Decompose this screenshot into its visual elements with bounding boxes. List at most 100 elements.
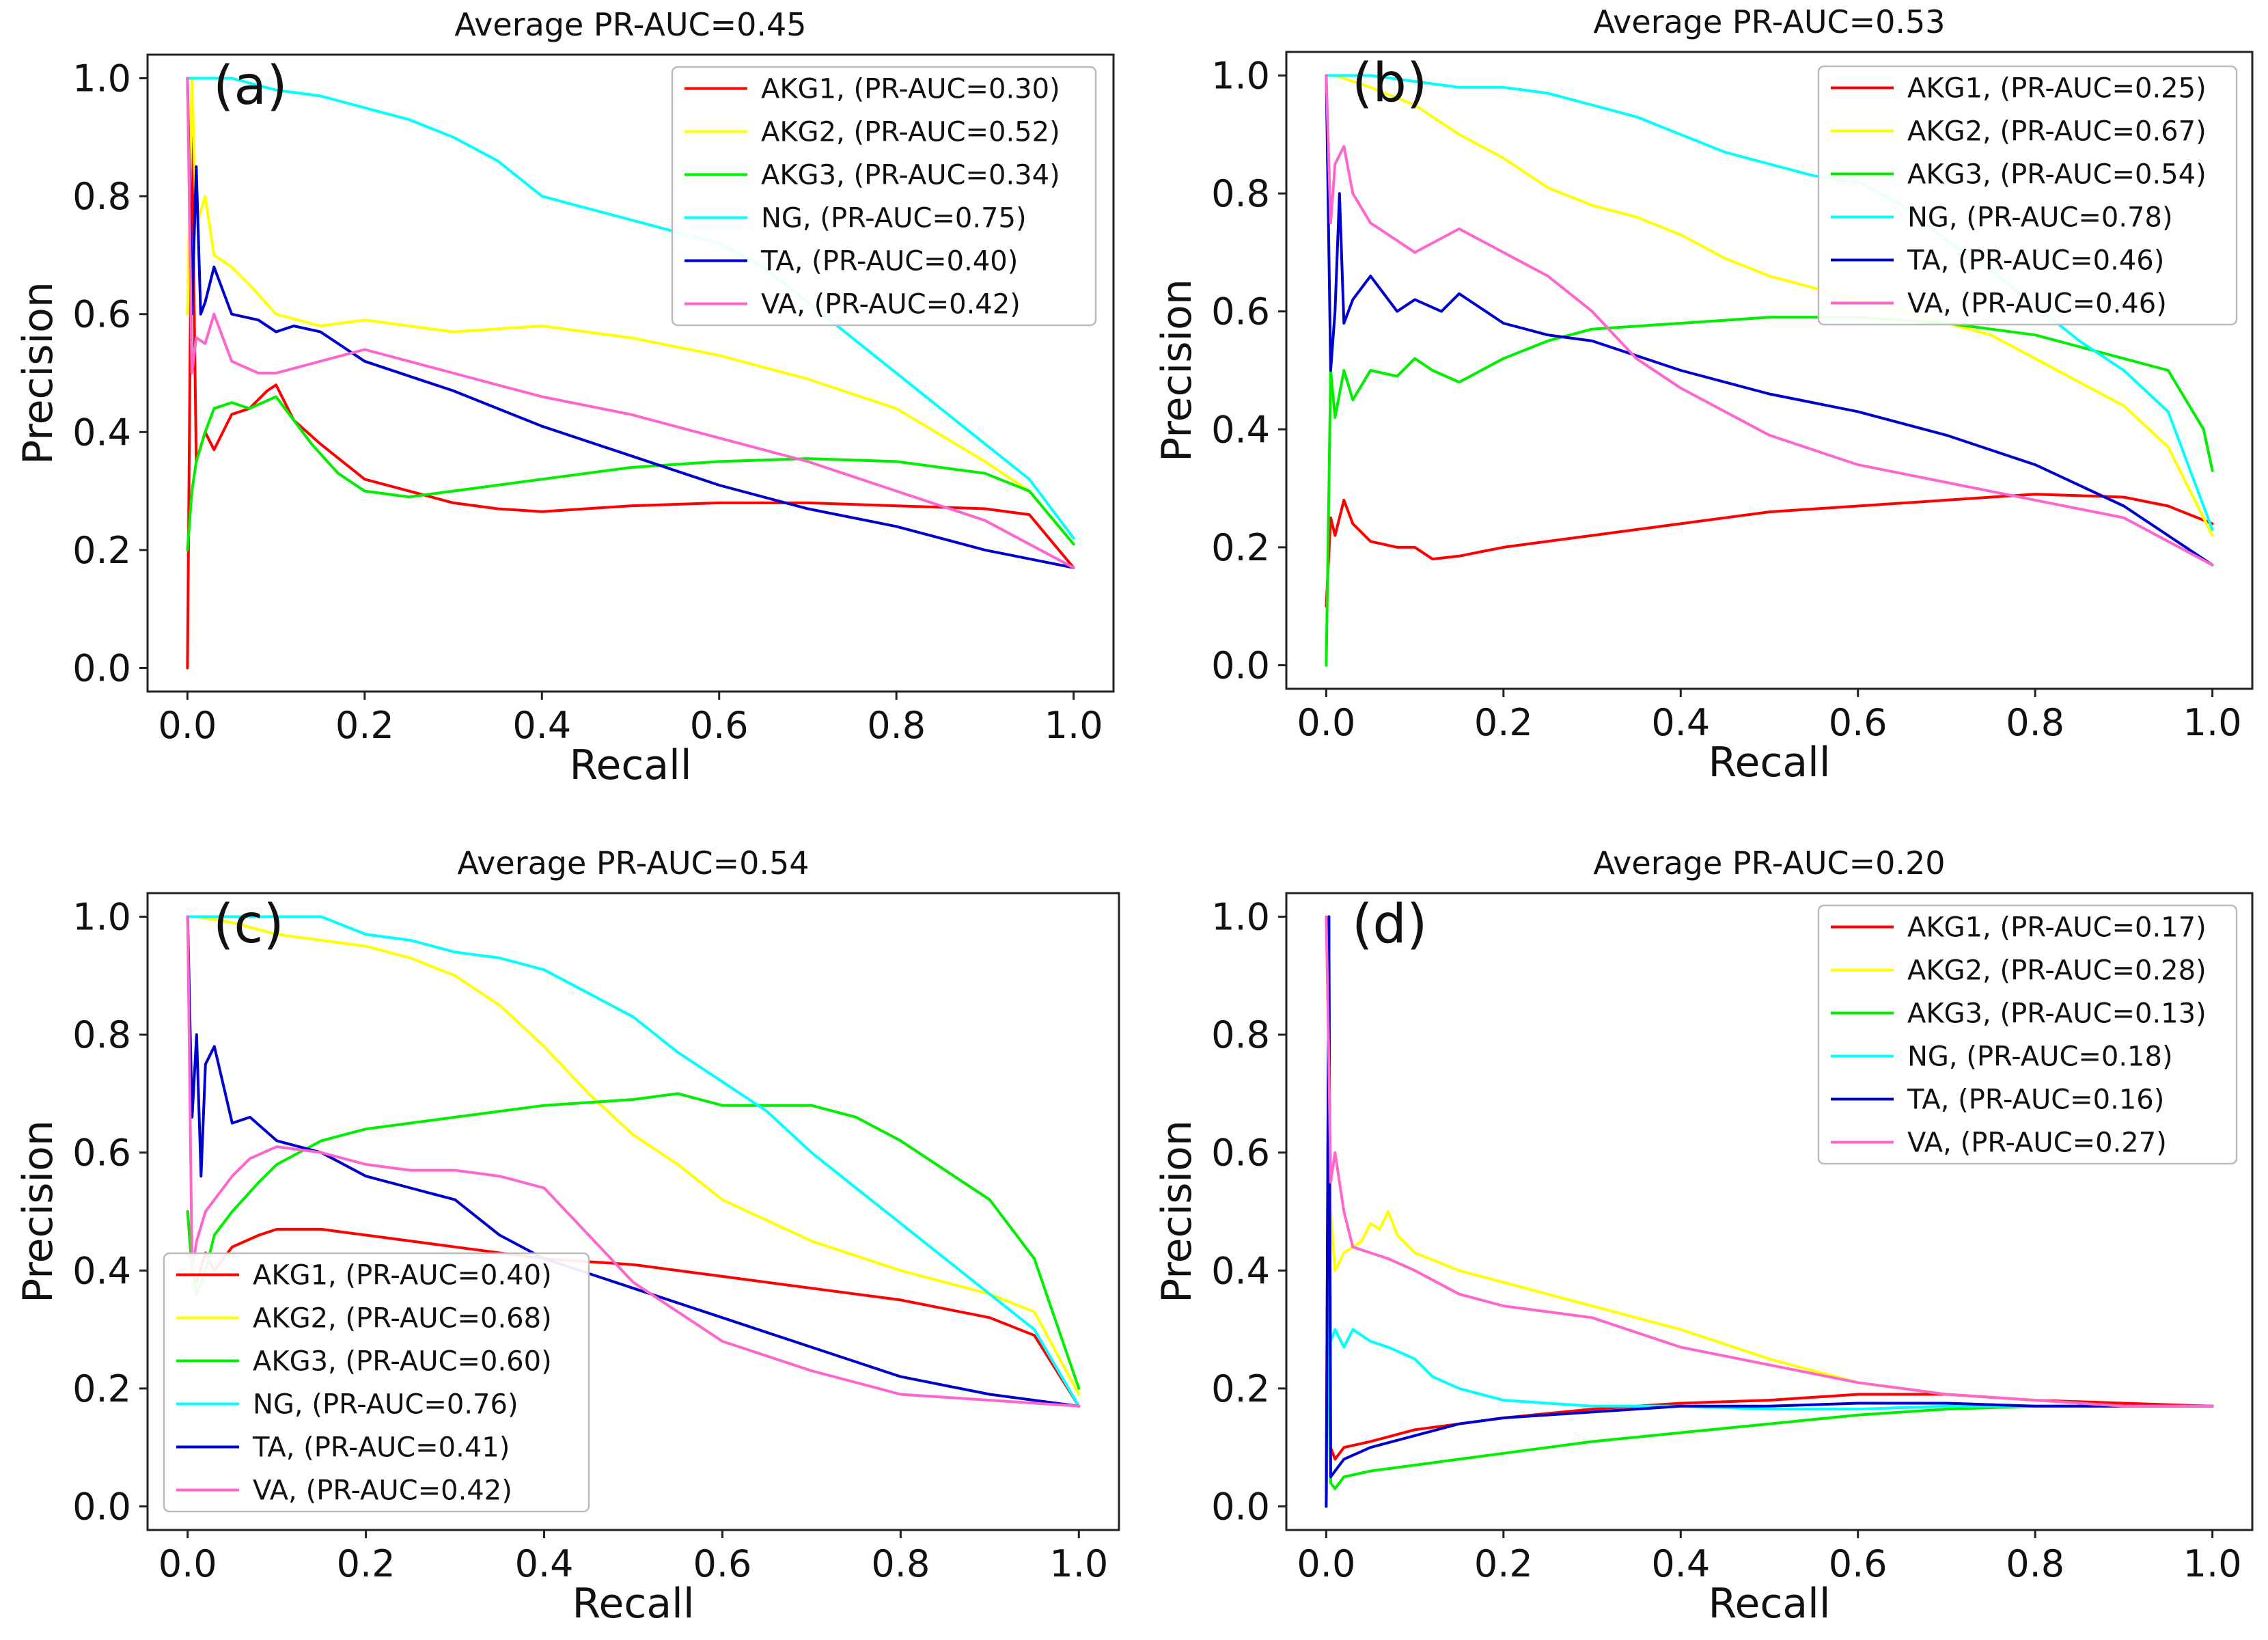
panel-c-x-tick-label: 0.0	[158, 1542, 217, 1585]
panel-a-y-tick-label: 0.8	[72, 175, 131, 218]
panel-c-panel-letter: (c)	[213, 894, 284, 955]
panel-c-series	[186, 915, 1081, 1408]
panel-a-x-tick-label: 0.6	[690, 704, 749, 747]
panel-c-legend-entry-akg3: AKG3, (PR-AUC=0.60)	[253, 1346, 552, 1378]
panel-a-x-tick-label: 0.0	[158, 704, 217, 747]
panel-b-legend-entry-akg3: AKG3, (PR-AUC=0.54)	[1907, 159, 2207, 191]
panel-c-plot-frame	[146, 892, 1120, 1531]
panel-c-series-line-akg2	[186, 915, 1081, 1396]
panel-d-series	[1325, 915, 2214, 1508]
panel-b-y-tick-label: 0.2	[1211, 526, 1270, 569]
panel-d-legend-box	[1817, 904, 2238, 1165]
panel-d-x-tick-label: 0.6	[1829, 1542, 1887, 1585]
panel-d-series-line-ng	[1325, 1210, 2214, 1508]
panel-a-x-tick-label: 0.2	[335, 704, 394, 747]
panel-d-series-line-ta	[1325, 915, 2214, 1508]
panel-d-y-tick-label: 0.2	[1211, 1367, 1270, 1410]
panel-c-legend-entry-akg2: AKG2, (PR-AUC=0.68)	[253, 1303, 552, 1335]
panel-d-series-line-va	[1325, 915, 2214, 1408]
panel-b-series-line-ta	[1325, 74, 2214, 566]
panel-d-legend-entry-akg3: AKG3, (PR-AUC=0.13)	[1907, 998, 2207, 1030]
panel-c-x-axis-label: Recall	[572, 1580, 694, 1628]
panel-b-legend-entry-ng: NG, (PR-AUC=0.78)	[1907, 202, 2173, 234]
panel-d: 0.0 0.2 0.4 0.6 0.8 1.0 0.0 0.2 0.4 0.6 0.8 1.0 Aver…	[1153, 845, 2254, 1628]
panel-b-legend-entry-akg2: AKG2, (PR-AUC=0.67)	[1907, 116, 2207, 148]
panel-b-x-tick-label: 0.2	[1474, 701, 1533, 744]
panel-d-y-tick-label: 0.0	[1211, 1485, 1270, 1528]
panel-d-x-tick-label: 0.0	[1297, 1542, 1355, 1585]
panel-b-y-tick-label: 0.6	[1211, 290, 1270, 333]
panel-b-series	[1325, 74, 2214, 667]
panel-a-series	[186, 77, 1075, 670]
panel-a-series-line-va	[186, 77, 1075, 569]
panel-b-title: Average PR-AUC=0.53	[1593, 3, 1945, 40]
panel-b-series-line-akg1	[1325, 493, 2214, 608]
panel-a-plot-frame	[146, 53, 1115, 693]
panel-a: 0.0 0.2 0.4 0.6 0.8 1.0 0.0 0.2 0.4 0.6 0.8 1.0 Aver…	[14, 6, 1115, 789]
panel-b: 0.0 0.2 0.4 0.6 0.8 1.0 0.0 0.2 0.4 0.6 0.8 1.0 Aver…	[1153, 3, 2254, 787]
panel-a-y-tick-label: 1.0	[72, 57, 131, 100]
panel-b-series-line-akg3	[1325, 316, 2214, 667]
panel-c-legend-entry-akg1: AKG1, (PR-AUC=0.40)	[253, 1260, 552, 1292]
panel-a-x-tick-label: 0.4	[512, 704, 571, 747]
panel-d-x-tick-label: 1.0	[2183, 1542, 2242, 1585]
panel-c-y-tick-label: 0.6	[72, 1132, 131, 1175]
panel-c-series-line-va	[186, 915, 1081, 1408]
panel-a-series-line-akg1	[186, 135, 1075, 670]
panel-d-panel-letter: (d)	[1352, 894, 1427, 955]
panel-c-y-tick-label: 0.2	[72, 1367, 131, 1410]
panel-c-y-tick-label: 0.8	[72, 1013, 131, 1056]
panel-c-y-tick-label: 1.0	[72, 896, 131, 939]
panel-d-series-line-akg3	[1325, 1269, 2214, 1508]
panel-a-legend: AKG1, (PR-AUC=0.30) AKG2, (PR-AUC=0.52) AK…	[671, 66, 1097, 327]
panel-d-x-tick-label: 0.8	[2006, 1542, 2064, 1585]
panel-b-series-line-akg2	[1325, 74, 2214, 537]
panel-b-x-tick-label: 0.6	[1829, 701, 1887, 744]
panel-c-y-tick-label: 0.4	[72, 1249, 131, 1292]
panel-b-legend-entry-akg1: AKG1, (PR-AUC=0.25)	[1907, 73, 2207, 105]
panel-a-x-tick-label: 0.8	[867, 704, 926, 747]
panel-d-series-line-akg2	[1325, 1210, 2214, 1508]
panel-a-legend-entry-akg2: AKG2, (PR-AUC=0.52)	[761, 117, 1060, 148]
panel-c-legend-entry-ta: TA, (PR-AUC=0.41)	[252, 1432, 510, 1464]
panel-a-y-axis-label: Precision	[14, 282, 62, 465]
panel-d-legend-entry-akg2: AKG2, (PR-AUC=0.28)	[1907, 955, 2207, 987]
panel-c: 0.0 0.2 0.4 0.6 0.8 1.0 0.0 0.2 0.4 0.6 0.8 1.0 Aver…	[14, 845, 1120, 1628]
panel-d-legend-entry-va: VA, (PR-AUC=0.27)	[1907, 1128, 2167, 1159]
panel-a-series-line-akg2	[186, 77, 1075, 546]
panel-b-y-tick-label: 1.0	[1211, 55, 1270, 98]
panel-a-panel-letter: (a)	[213, 55, 288, 117]
panel-d-y-tick-label: 0.8	[1211, 1013, 1270, 1056]
panel-d-legend: AKG1, (PR-AUC=0.17) AKG2, (PR-AUC=0.28) AK…	[1817, 904, 2238, 1165]
panel-d-title: Average PR-AUC=0.20	[1593, 845, 1945, 882]
panel-c-series-line-ta	[186, 915, 1081, 1408]
panel-a-title: Average PR-AUC=0.45	[454, 6, 806, 43]
panel-b-panel-letter: (b)	[1352, 53, 1427, 114]
panel-b-legend-entry-va: VA, (PR-AUC=0.46)	[1907, 288, 2167, 320]
panel-a-y-tick-label: 0.4	[72, 411, 131, 454]
panel-b-legend-entry-ta: TA, (PR-AUC=0.46)	[1907, 245, 2164, 277]
panel-a-y-tick-label: 0.6	[72, 293, 131, 336]
panel-b-x-tick-label: 1.0	[2183, 701, 2242, 744]
panel-d-y-tick-label: 0.4	[1211, 1249, 1270, 1292]
panel-a-legend-entry-akg1: AKG1, (PR-AUC=0.30)	[761, 74, 1060, 105]
panel-c-x-tick-label: 1.0	[1049, 1542, 1108, 1585]
panel-a-series-line-ta	[186, 77, 1075, 569]
panel-c-legend: AKG1, (PR-AUC=0.40) AKG2, (PR-AUC=0.68) AK…	[163, 1252, 590, 1513]
panel-d-y-axis-label: Precision	[1153, 1120, 1201, 1303]
panel-a-x-axis-label: Recall	[569, 741, 691, 789]
panel-b-x-axis-label: Recall	[1708, 739, 1830, 787]
panel-c-x-tick-label: 0.6	[693, 1542, 752, 1585]
panel-a-series-line-akg3	[186, 395, 1075, 551]
panel-c-legend-entry-va: VA, (PR-AUC=0.42)	[253, 1475, 512, 1507]
panel-d-y-tick-label: 1.0	[1211, 896, 1270, 939]
panel-b-x-tick-label: 0.8	[2006, 701, 2064, 744]
panel-c-series-line-ng	[186, 915, 1081, 1408]
panel-d-legend-entry-ta: TA, (PR-AUC=0.16)	[1907, 1084, 2164, 1116]
panel-a-series-line-ng	[186, 77, 1075, 540]
panel-a-x-tick-label: 1.0	[1045, 704, 1103, 747]
panel-b-y-tick-label: 0.4	[1211, 408, 1270, 451]
panel-d-x-tick-label: 0.4	[1651, 1542, 1710, 1585]
panel-b-x-tick-label: 0.4	[1651, 701, 1710, 744]
